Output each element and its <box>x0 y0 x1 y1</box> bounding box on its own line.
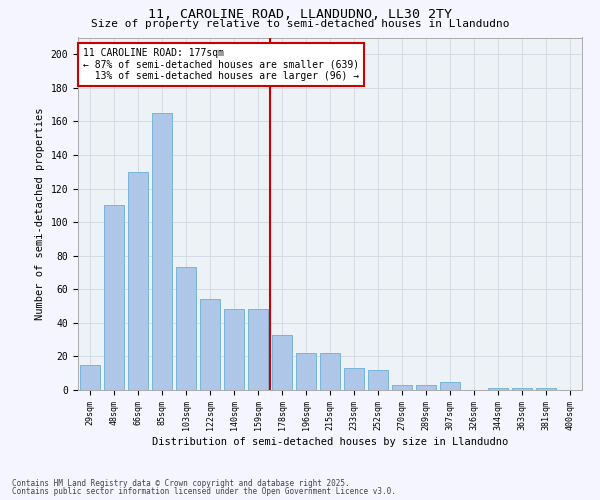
Bar <box>200 300 220 390</box>
Bar <box>80 365 100 390</box>
Y-axis label: Number of semi-detached properties: Number of semi-detached properties <box>35 108 45 320</box>
X-axis label: Distribution of semi-detached houses by size in Llandudno: Distribution of semi-detached houses by … <box>152 436 508 446</box>
Text: Size of property relative to semi-detached houses in Llandudno: Size of property relative to semi-detach… <box>91 19 509 29</box>
Bar <box>248 310 268 390</box>
Bar <box>176 268 196 390</box>
Bar <box>320 353 340 390</box>
Bar <box>272 334 292 390</box>
Bar <box>224 310 244 390</box>
Bar <box>392 385 412 390</box>
Bar <box>152 113 172 390</box>
Bar <box>440 382 460 390</box>
Bar <box>296 353 316 390</box>
Bar <box>128 172 148 390</box>
Bar <box>416 385 436 390</box>
Bar <box>512 388 532 390</box>
Bar <box>104 206 124 390</box>
Bar <box>368 370 388 390</box>
Text: 11 CAROLINE ROAD: 177sqm
← 87% of semi-detached houses are smaller (639)
  13% o: 11 CAROLINE ROAD: 177sqm ← 87% of semi-d… <box>83 48 359 82</box>
Text: Contains HM Land Registry data © Crown copyright and database right 2025.: Contains HM Land Registry data © Crown c… <box>12 478 350 488</box>
Text: Contains public sector information licensed under the Open Government Licence v3: Contains public sector information licen… <box>12 487 396 496</box>
Bar <box>488 388 508 390</box>
Bar <box>344 368 364 390</box>
Bar <box>536 388 556 390</box>
Text: 11, CAROLINE ROAD, LLANDUDNO, LL30 2TY: 11, CAROLINE ROAD, LLANDUDNO, LL30 2TY <box>148 8 452 20</box>
